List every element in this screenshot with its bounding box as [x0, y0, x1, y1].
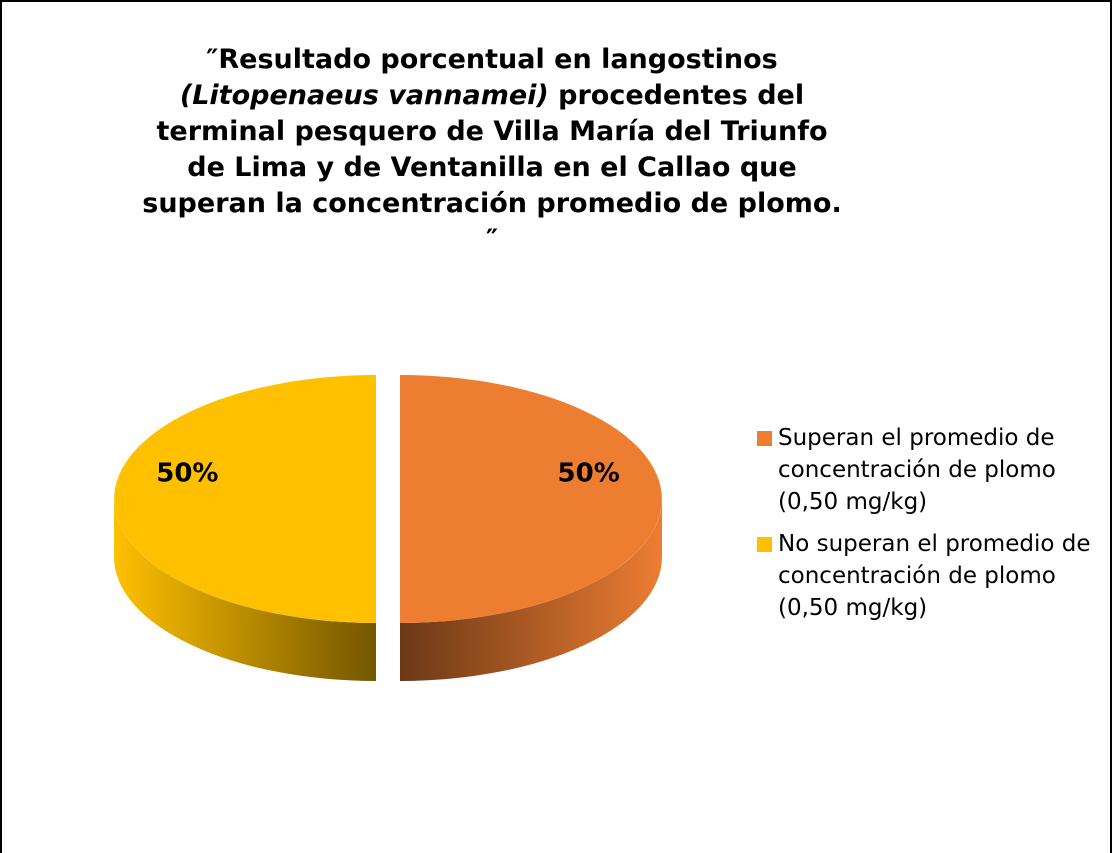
slice — [114, 375, 377, 623]
data-label: 50% — [558, 459, 620, 489]
legend-label: No superan el promedio de concentración … — [778, 531, 1091, 621]
slice-side — [114, 499, 376, 681]
legend-swatch — [757, 431, 772, 446]
legend-label: Superan el promedio de concentración de … — [778, 425, 1056, 515]
legend-swatch — [757, 537, 772, 552]
title-part: . ″ — [485, 188, 842, 255]
title-part: (Litopenaeus vannamei) — [179, 80, 549, 111]
legend-entry: Superan el promedio de concentración de … — [757, 422, 1102, 518]
title-part: procedentes del terminal pesquero de Vil… — [142, 80, 832, 219]
data-label: 50% — [156, 459, 218, 489]
slice-side — [400, 499, 662, 681]
legend: Superan el promedio de concentración de … — [757, 422, 1102, 634]
slice — [400, 375, 662, 623]
title-part: ″Resultado porcentual en langostinos — [206, 44, 778, 75]
legend-entry: No superan el promedio de concentración … — [757, 528, 1102, 624]
chart-title: ″Resultado porcentual en langostinos (Li… — [142, 42, 842, 258]
